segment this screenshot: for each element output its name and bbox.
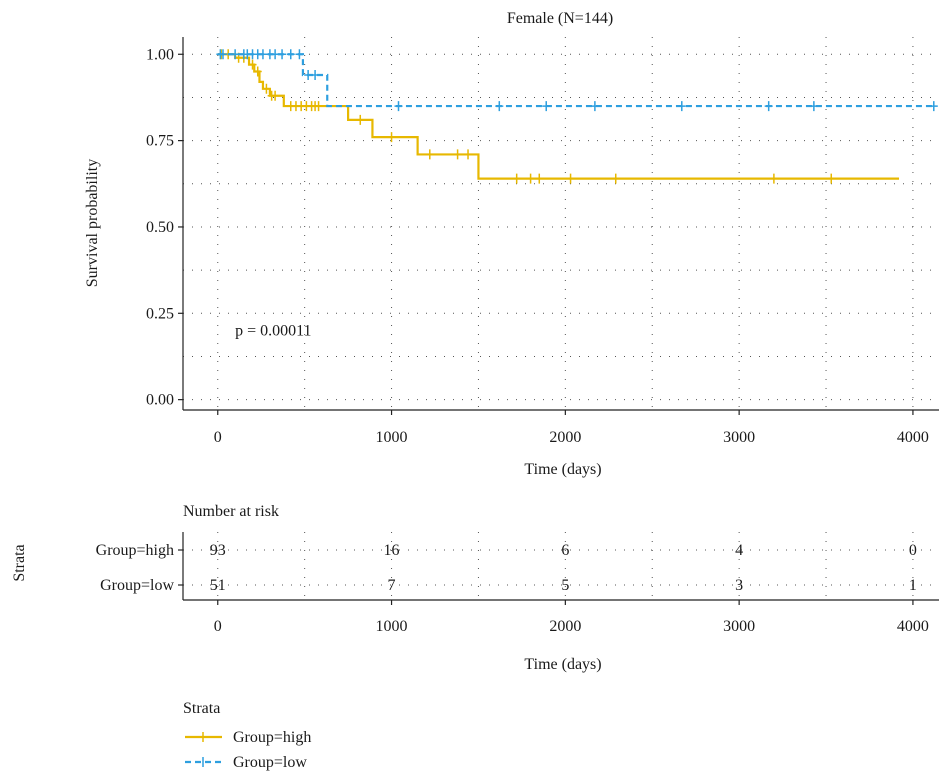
censor-mark xyxy=(286,49,295,60)
risk-table-cell: 3 xyxy=(735,577,743,594)
censor-mark xyxy=(590,101,599,112)
x-tick-label: 3000 xyxy=(723,429,755,446)
survival-plot: Female (N=144) 0.00 0.25 0.50 0.75 1.00 0 1000… xyxy=(84,10,939,478)
censor-mark xyxy=(677,101,686,112)
risk-table-axes: Group=high Group=low 0 1000 2000 3000 4000 xyxy=(96,532,939,635)
censor-mark xyxy=(271,49,280,60)
risk-table: Number at risk Strata Group=high Group=lo… xyxy=(11,503,939,673)
risk-row-label: Group=low xyxy=(100,577,174,594)
censor-mark xyxy=(304,69,313,80)
y-axis-label: Survival probability xyxy=(84,159,101,287)
legend-title: Strata xyxy=(183,700,220,717)
y-tick-label: 0.50 xyxy=(146,219,174,236)
censor-mark xyxy=(512,173,521,184)
risk-x-tick-label: 3000 xyxy=(723,618,755,635)
y-tick-label: 0.75 xyxy=(146,133,174,150)
censor-mark xyxy=(464,149,473,160)
p-value-annotation: p = 0.00011 xyxy=(235,323,311,340)
censor-mark xyxy=(295,49,304,60)
censor-mark xyxy=(809,101,818,112)
censor-mark xyxy=(566,173,575,184)
censor-mark xyxy=(495,101,504,112)
risk-table-cell: 93 xyxy=(210,542,226,559)
y-tick-label: 0.00 xyxy=(146,392,174,409)
censor-mark xyxy=(311,69,320,80)
plot-grid xyxy=(183,37,939,410)
censor-mark xyxy=(764,101,773,112)
censor-mark xyxy=(535,173,544,184)
legend-items: Group=high Group=low xyxy=(185,729,311,771)
censor-mark xyxy=(278,49,287,60)
risk-table-cell: 6 xyxy=(561,542,569,559)
x-tick-label: 2000 xyxy=(549,429,581,446)
y-tick-label: 0.25 xyxy=(146,305,174,322)
survival-curve-group-high xyxy=(217,53,900,180)
risk-table-cell: 51 xyxy=(210,577,226,594)
censor-mark xyxy=(394,101,403,112)
risk-x-tick-label: 4000 xyxy=(897,618,929,635)
risk-table-cell: 0 xyxy=(909,542,917,559)
risk-x-tick-label: 1000 xyxy=(376,618,408,635)
risk-x-tick-label: 2000 xyxy=(549,618,581,635)
censor-mark xyxy=(387,132,396,143)
risk-table-x-axis-label: Time (days) xyxy=(524,656,601,673)
legend-item-label: Group=high xyxy=(233,729,311,746)
censor-mark xyxy=(248,59,257,70)
survival-curve-group-low xyxy=(217,53,934,108)
risk-x-tick-label: 0 xyxy=(214,618,222,635)
censor-mark xyxy=(526,173,535,184)
censor-mark xyxy=(425,149,434,160)
plot-axes: 0.00 0.25 0.50 0.75 1.00 0 1000 2000 3000 4000 xyxy=(146,37,939,446)
risk-table-grid xyxy=(183,532,939,600)
legend-item-label: Group=low xyxy=(233,754,307,771)
censor-mark xyxy=(542,101,551,112)
risk-table-cell: 5 xyxy=(561,577,569,594)
risk-table-cell: 1 xyxy=(909,577,917,594)
censor-mark xyxy=(827,173,836,184)
risk-table-cell: 16 xyxy=(384,542,400,559)
legend: Strata Group=high Group=low xyxy=(183,700,311,771)
risk-table-cell: 7 xyxy=(388,577,396,594)
risk-table-cell: 4 xyxy=(735,542,743,559)
censor-mark xyxy=(271,90,280,101)
censor-mark xyxy=(929,101,938,112)
censor-mark xyxy=(611,173,620,184)
censor-mark xyxy=(769,173,778,184)
censor-mark xyxy=(258,49,267,60)
x-axis-label: Time (days) xyxy=(524,461,601,478)
risk-row-label: Group=high xyxy=(96,542,174,559)
x-tick-label: 4000 xyxy=(897,429,929,446)
censor-mark xyxy=(453,149,462,160)
risk-table-title: Number at risk xyxy=(183,503,279,520)
x-tick-label: 0 xyxy=(214,429,222,446)
x-tick-label: 1000 xyxy=(376,429,408,446)
risk-table-strata-label: Strata xyxy=(11,544,28,581)
censor-mark xyxy=(356,114,365,125)
censor-mark xyxy=(262,83,271,94)
censor-mark xyxy=(218,49,227,60)
censor-mark xyxy=(231,49,240,60)
survival-curves xyxy=(216,49,938,184)
censor-mark xyxy=(314,101,323,112)
y-tick-label: 1.00 xyxy=(146,46,174,63)
risk-table-cells: 93 16 6 4 0 51 7 5 3 1 xyxy=(210,542,917,594)
censor-mark xyxy=(253,66,262,77)
chart-title: Female (N=144) xyxy=(507,10,613,27)
